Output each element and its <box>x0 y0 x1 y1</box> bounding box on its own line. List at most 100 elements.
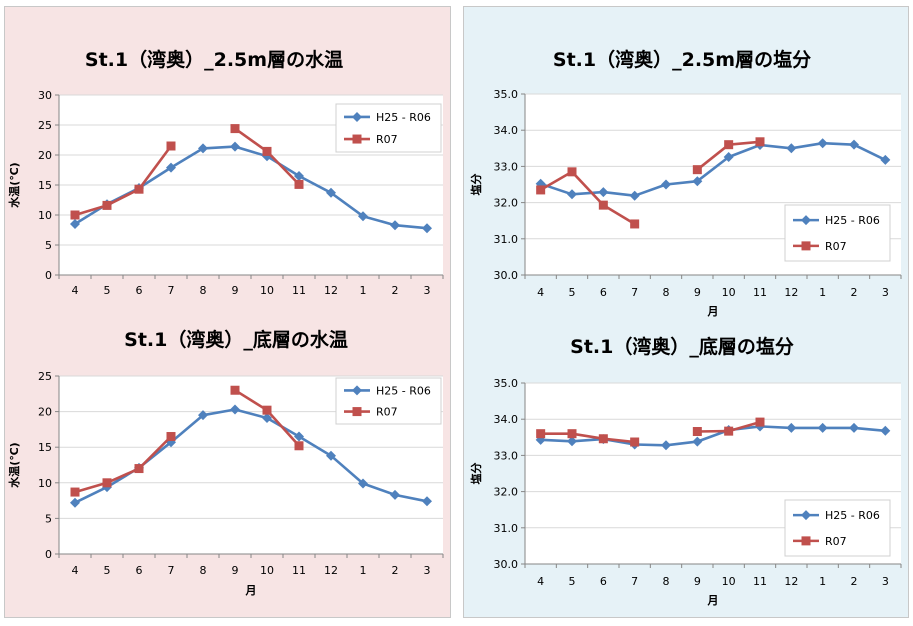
data-point <box>817 138 828 149</box>
data-point <box>723 151 734 162</box>
x-tick-label: 10 <box>722 286 736 299</box>
y-tick-label: 15 <box>38 441 52 454</box>
y-axis-label: 塩分 <box>469 174 483 196</box>
y-tick-label: 25 <box>38 370 52 383</box>
data-point <box>817 422 828 433</box>
x-tick-label: 7 <box>168 284 175 297</box>
data-point <box>102 200 112 210</box>
x-tick-label: 8 <box>200 564 207 577</box>
x-tick-label: 1 <box>360 284 367 297</box>
data-point <box>567 167 577 177</box>
y-tick-label: 10 <box>38 209 52 222</box>
data-point <box>724 140 734 150</box>
data-point <box>134 184 144 194</box>
legend-swatch-marker <box>801 215 811 226</box>
legend-box <box>335 103 442 153</box>
x-tick-label: 7 <box>631 575 638 588</box>
y-tick-label: 5 <box>45 512 52 525</box>
x-tick-label: 11 <box>292 284 306 297</box>
data-point <box>102 478 112 488</box>
y-axis-label: 塩分 <box>469 463 483 485</box>
data-point <box>422 496 432 507</box>
x-tick-label: 8 <box>663 286 670 299</box>
x-tick-label: 3 <box>424 284 431 297</box>
series-r07 <box>70 385 304 497</box>
data-point <box>598 200 608 210</box>
x-tick-label: 5 <box>104 564 111 577</box>
x-tick-label: 4 <box>72 284 79 297</box>
legend: H25 - R06 R07 <box>784 204 891 262</box>
data-point <box>786 143 797 154</box>
data-point <box>630 437 640 447</box>
x-tick-label: 2 <box>392 284 399 297</box>
data-point <box>166 162 176 173</box>
x-tick-label: 9 <box>232 564 239 577</box>
legend-swatch-marker <box>352 407 362 417</box>
x-tick-label: 8 <box>200 284 207 297</box>
data-point <box>294 171 304 181</box>
x-tick-label: 3 <box>882 286 889 299</box>
y-tick-label: 31.0 <box>494 233 519 246</box>
data-point <box>880 154 891 165</box>
data-point <box>70 210 80 220</box>
x-tick-label: 9 <box>694 286 701 299</box>
y-tick-label: 30.0 <box>494 558 519 571</box>
y-tick-label: 33.0 <box>494 160 519 173</box>
legend-swatch-marker <box>801 241 811 251</box>
y-tick-label: 0 <box>45 548 52 561</box>
y-tick-label: 34.0 <box>494 413 519 426</box>
data-point <box>630 219 640 229</box>
chart-title: St.1（湾奥）_底層の水温 <box>124 328 348 351</box>
x-tick-label: 4 <box>537 575 544 588</box>
series-r07 <box>536 417 765 447</box>
legend-swatch-marker <box>352 111 362 122</box>
series-line <box>540 425 886 447</box>
data-point <box>567 189 577 200</box>
legend-label: H25 - R06 <box>825 214 880 227</box>
data-point <box>230 404 240 415</box>
data-point <box>198 410 208 421</box>
data-point <box>692 176 703 187</box>
data-point <box>326 450 336 461</box>
data-point <box>134 464 144 474</box>
y-tick-label: 31.0 <box>494 522 519 535</box>
x-tick-label: 11 <box>753 575 767 588</box>
data-point <box>166 432 176 442</box>
legend-label: H25 - R06 <box>376 384 431 397</box>
x-tick-label: 3 <box>882 575 889 588</box>
x-tick-label: 11 <box>292 564 306 577</box>
x-axis-label: 月 <box>707 594 719 607</box>
series-r07 <box>70 124 304 220</box>
data-point <box>230 141 240 152</box>
data-point <box>536 185 546 195</box>
y-tick-label: 20 <box>38 406 52 419</box>
data-point <box>692 165 702 175</box>
legend-box <box>335 377 442 425</box>
y-tick-label: 10 <box>38 477 52 490</box>
x-tick-label: 6 <box>136 564 143 577</box>
data-point <box>849 422 859 433</box>
x-tick-label: 6 <box>136 284 143 297</box>
x-tick-label: 2 <box>392 564 399 577</box>
data-point <box>262 405 272 415</box>
chart-title: St.1（湾奥）_2.5m層の塩分 <box>553 48 811 71</box>
data-point <box>422 223 432 234</box>
chart-salinity-25m: St.1（湾奥）_2.5m層の塩分 30.0 31.0 32.0 33.0 34.0 35.… <box>469 48 902 318</box>
x-tick-label: 2 <box>851 286 858 299</box>
data-point <box>880 425 891 436</box>
y-tick-label: 30.0 <box>494 269 519 282</box>
x-tick-label: 1 <box>819 286 826 299</box>
x-tick-label: 12 <box>784 575 798 588</box>
legend: H25 - R06 R07 <box>784 499 891 557</box>
data-point <box>230 124 240 134</box>
data-point <box>567 429 577 439</box>
x-tick-label: 10 <box>722 575 736 588</box>
x-axis-label: 月 <box>707 305 719 318</box>
data-point <box>294 431 304 442</box>
legend: H25 - R06 R07 <box>335 377 442 425</box>
x-tick-label: 2 <box>851 575 858 588</box>
y-axis-label: 水温(℃) <box>7 162 21 207</box>
y-tick-label: 35.0 <box>494 88 519 101</box>
data-point <box>390 220 400 231</box>
legend-label: R07 <box>376 406 398 419</box>
